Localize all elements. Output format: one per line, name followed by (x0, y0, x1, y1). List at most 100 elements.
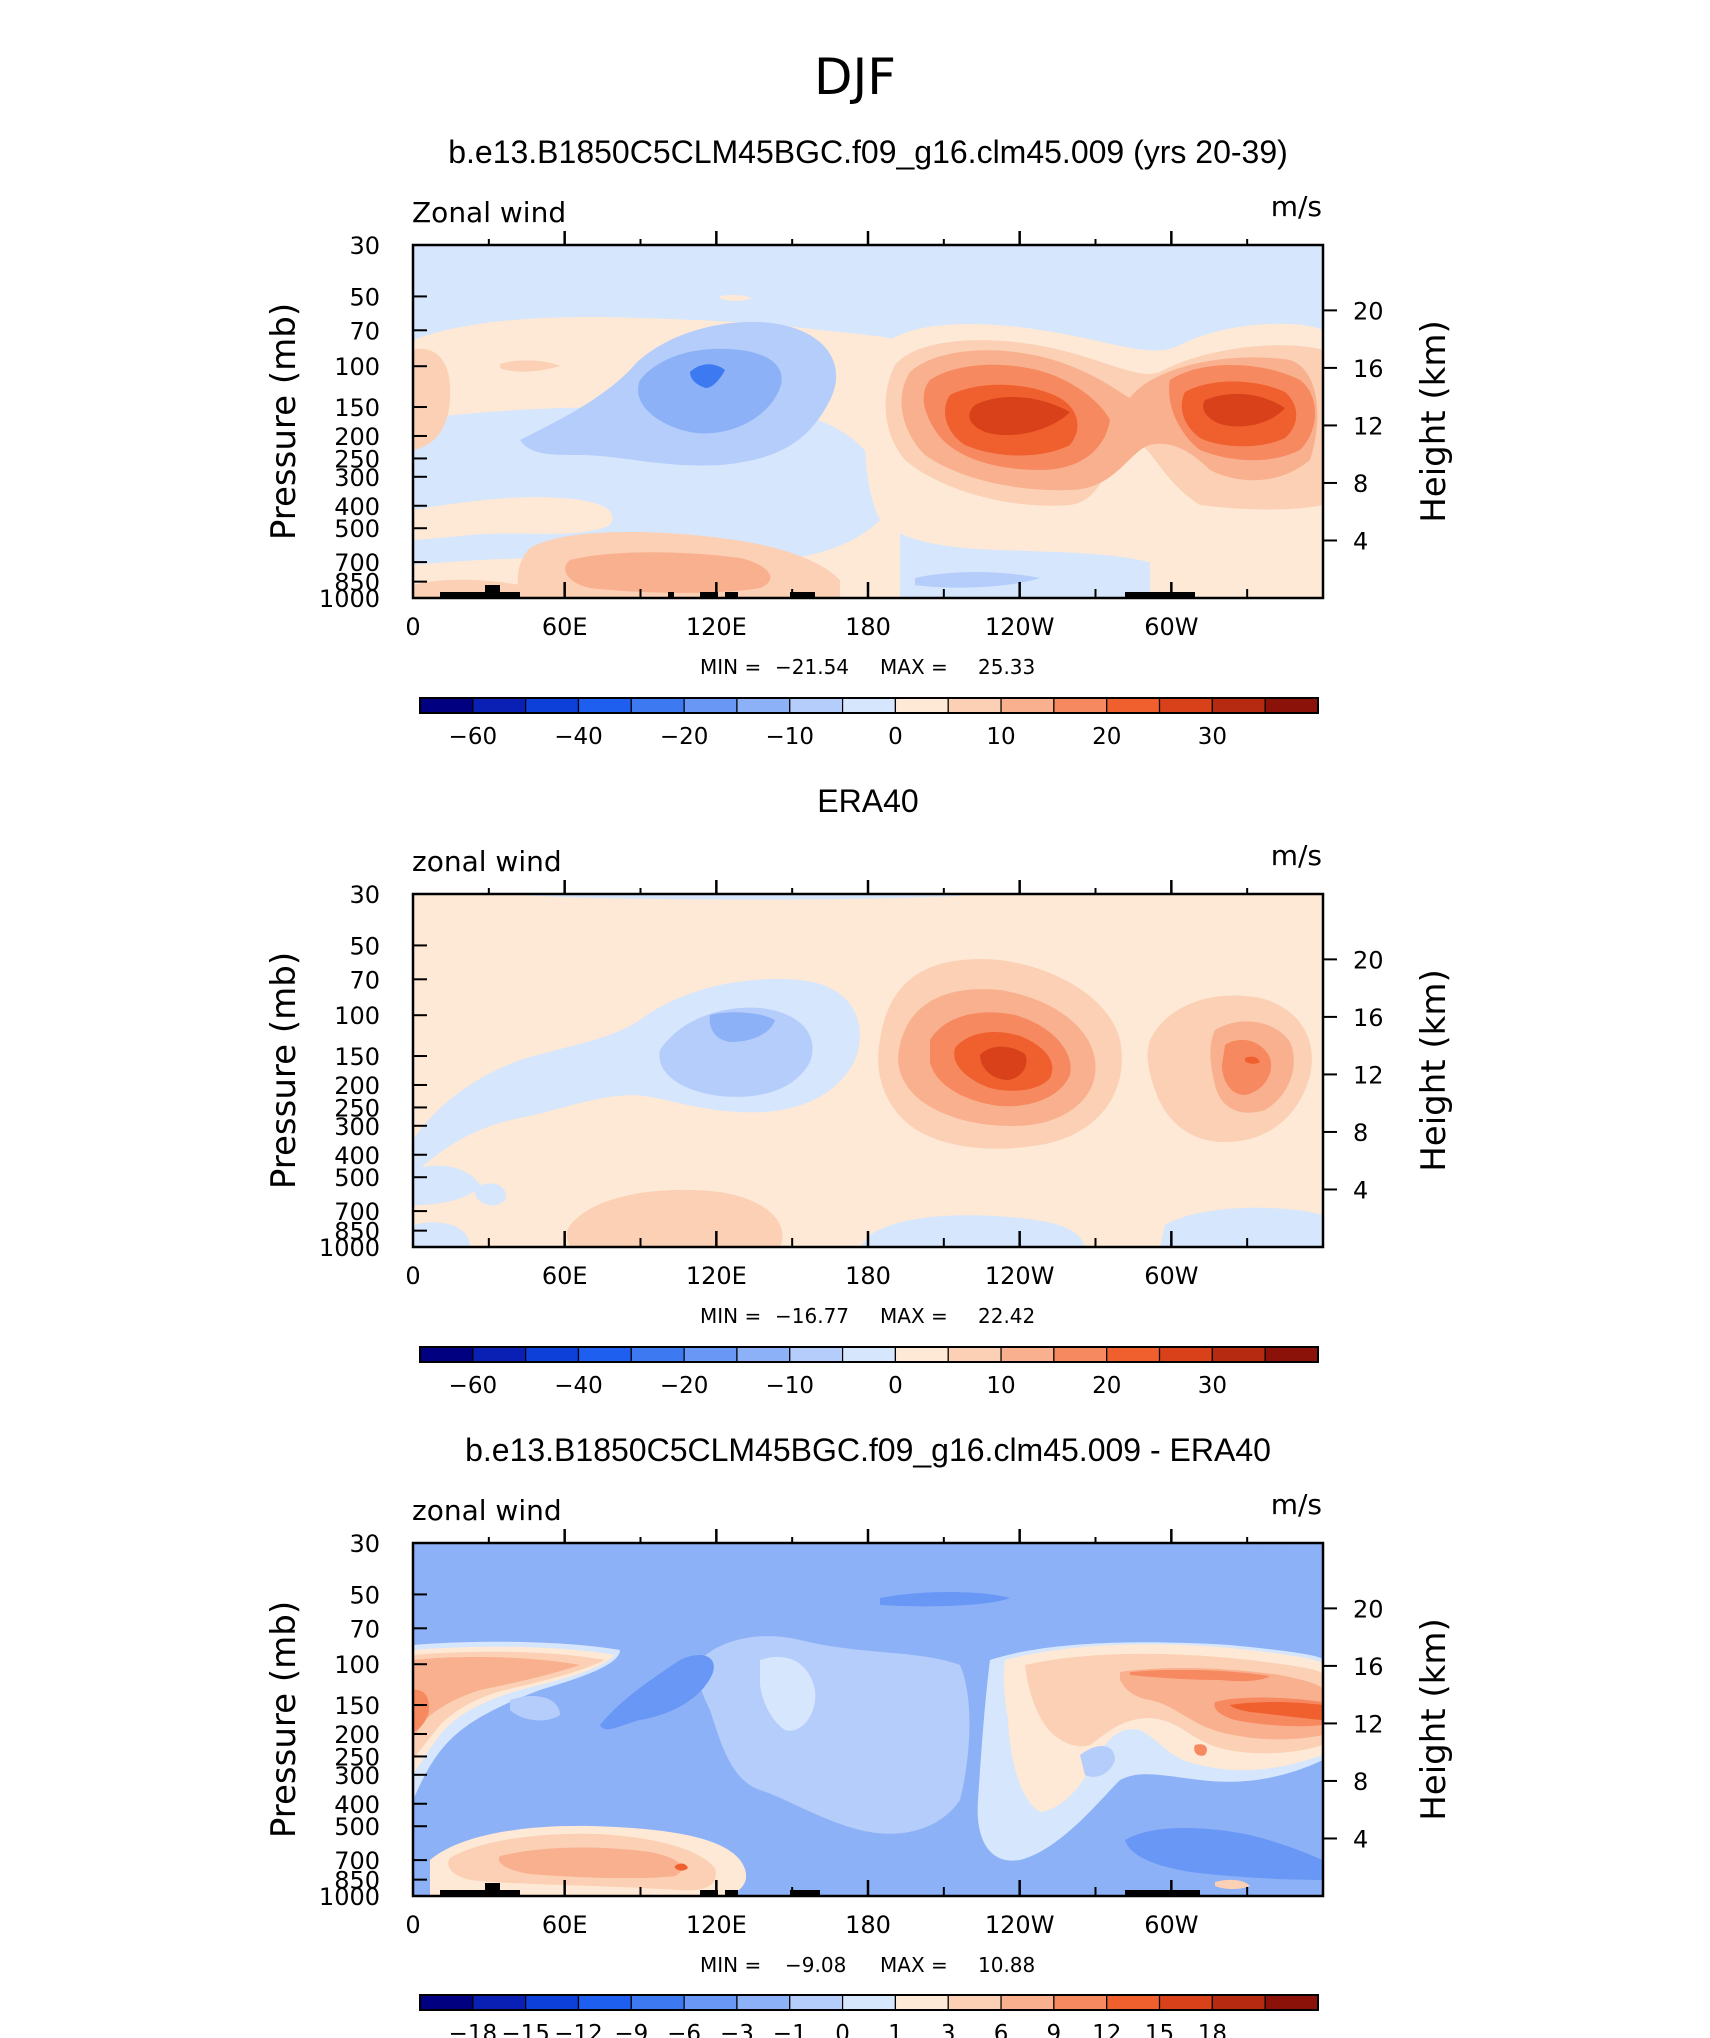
colorbar-label: 15 (1145, 2021, 1174, 2038)
x-tick-label: 60E (542, 1262, 588, 1290)
colorbar-frame (419, 1346, 1319, 1363)
colorbar-label: −40 (554, 1373, 603, 1399)
unit-label: m/s (1271, 1488, 1322, 1521)
x-tick-label: 120E (686, 1911, 747, 1939)
colorbar-swatch (1106, 1994, 1161, 2011)
panel-model: b.e13.B1850C5CLM45BGC.f09_g16.clm45.009 … (264, 134, 1454, 750)
y2-tick-label: 12 (1353, 1710, 1384, 1738)
colorbar-label: −12 (554, 2021, 603, 2038)
y2-tick-label: 8 (1353, 1119, 1368, 1147)
colorbar-swatch (1158, 697, 1213, 714)
y-tick-label: 50 (349, 1581, 380, 1609)
colorbar-swatch (947, 697, 1002, 714)
y-tick-label: 850 (334, 569, 380, 597)
max-label: MAX = (880, 655, 948, 679)
min-value: −9.08 (785, 1953, 846, 1977)
x-tick-label: 60E (542, 613, 588, 641)
colorbar-swatch (419, 697, 474, 714)
colorbar-swatch (841, 1346, 897, 1363)
colorbar-label: 3 (941, 2021, 956, 2038)
y-tick-label: 250 (334, 1743, 380, 1771)
colorbar-label: 20 (1092, 1373, 1121, 1399)
min-label: MIN = (700, 1304, 761, 1328)
colorbar-swatch (1000, 1994, 1055, 2011)
y2-axis-title: Height (km) (1414, 1618, 1454, 1821)
colorbar-swatch (683, 1994, 738, 2011)
axes: 0 60E 120E 180 120W 60W3050701001502002503004… (264, 231, 1454, 641)
x-tick-label: 180 (845, 1262, 891, 1290)
y2-tick-label: 12 (1353, 1061, 1384, 1089)
colorbar-swatch (789, 697, 844, 714)
colorbar-swatch (630, 1994, 685, 2011)
colorbar-label: −6 (667, 2021, 701, 2038)
y-tick-label: 30 (349, 881, 380, 909)
colorbar-swatch (894, 1346, 949, 1363)
colorbar-swatch (577, 1346, 632, 1363)
colorbar-label: −10 (765, 1373, 814, 1399)
y-tick-label: 100 (334, 1651, 380, 1679)
colorbar-label: 0 (888, 724, 903, 750)
axes: 0 60E 120E 180 120W 60W3050701001502002503004… (264, 1529, 1454, 1939)
colorbar-label: 10 (986, 1373, 1015, 1399)
colorbar-label: −18 (449, 2021, 498, 2038)
colorbar-swatch (1158, 1994, 1213, 2011)
y-tick-label: 200 (334, 1721, 380, 1749)
contour-field (413, 894, 1323, 1247)
colorbar-swatch (525, 1994, 580, 2011)
colorbar-label: 12 (1092, 2021, 1121, 2038)
colorbar-swatch (1053, 1346, 1108, 1363)
y-tick-label: 850 (334, 1867, 380, 1895)
left-label: zonal wind (412, 845, 562, 878)
left-label: zonal wind (412, 1494, 562, 1527)
colorbar-swatch (577, 697, 632, 714)
y2-tick-label: 12 (1353, 412, 1384, 440)
colorbar-label: −40 (554, 724, 603, 750)
y-tick-label: 700 (334, 1847, 380, 1875)
page-title: DJF (814, 48, 896, 106)
colorbar: −60 −40 −20 −10 0 10 20 30 (419, 1346, 1319, 1399)
colorbar-swatch (1000, 697, 1055, 714)
colorbar-swatch (1264, 1994, 1319, 2011)
colorbar-label: −10 (765, 724, 814, 750)
y2-tick-label: 8 (1353, 470, 1368, 498)
x-tick-label: 120W (985, 1911, 1055, 1939)
y-tick-label: 70 (349, 966, 380, 994)
colorbar-swatch (789, 1346, 844, 1363)
min-value: −21.54 (775, 655, 849, 679)
colorbar-swatch (472, 1994, 527, 2011)
y2-tick-label: 4 (1353, 1176, 1368, 1204)
axes: 0 60E 120E 180 120W 60W3050701001502002503004… (264, 880, 1454, 1290)
colorbar-label: 9 (1047, 2021, 1062, 2038)
max-label: MAX = (880, 1304, 948, 1328)
x-tick-label: 120W (985, 1262, 1055, 1290)
y2-tick-label: 8 (1353, 1768, 1368, 1796)
colorbar-label: −20 (660, 1373, 709, 1399)
y-tick-label: 30 (349, 1530, 380, 1558)
y-tick-label: 250 (334, 445, 380, 473)
colorbar-label: −3 (720, 2021, 754, 2038)
colorbar-swatch (683, 697, 738, 714)
colorbar-label: −9 (614, 2021, 648, 2038)
x-tick-label: 0 (405, 1262, 420, 1290)
y2-tick-label: 16 (1353, 355, 1384, 383)
x-tick-label: 120E (686, 613, 747, 641)
y-axis-title: Pressure (mb) (264, 1601, 304, 1838)
contour-field (413, 245, 1323, 598)
colorbar-label: 20 (1092, 724, 1121, 750)
colorbar-label: 10 (986, 724, 1015, 750)
colorbar-swatch (683, 1346, 738, 1363)
y-tick-label: 400 (334, 1791, 380, 1819)
colorbar-swatch (577, 1994, 632, 2011)
colorbar-label: 0 (835, 2021, 850, 2038)
colorbar-label: −20 (660, 724, 709, 750)
colorbar-swatch (841, 1994, 897, 2011)
y2-tick-label: 20 (1353, 946, 1384, 974)
x-tick-label: 180 (845, 613, 891, 641)
colorbar-label: −60 (449, 724, 498, 750)
x-tick-label: 180 (845, 1911, 891, 1939)
x-tick-label: 60W (1144, 1911, 1198, 1939)
contour-field (413, 1543, 1323, 1896)
panel-diff: b.e13.B1850C5CLM45BGC.f09_g16.clm45.009 … (264, 1432, 1454, 2038)
colorbar-swatch (419, 1994, 474, 2011)
y-tick-label: 70 (349, 1615, 380, 1643)
